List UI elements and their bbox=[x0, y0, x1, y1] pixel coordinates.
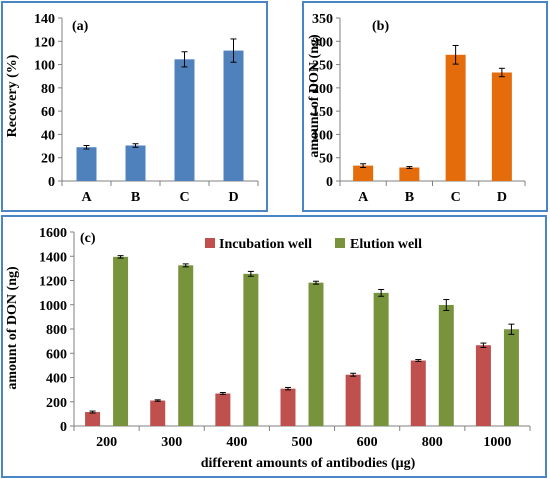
y-tick-label: 100 bbox=[34, 59, 55, 74]
y-tick-label: 300 bbox=[312, 35, 333, 50]
bar bbox=[178, 265, 194, 426]
y-tick-label: 200 bbox=[46, 396, 67, 411]
panel-b: (b) amount of DON (ng) 0 50 100 150 200 250 30… bbox=[302, 1, 548, 212]
y-tick-label: 350 bbox=[312, 12, 333, 27]
bar bbox=[150, 400, 166, 426]
x-tick-label: B bbox=[131, 190, 140, 205]
x-tick-label: A bbox=[81, 190, 92, 205]
legend: Incubation well Elution well bbox=[205, 237, 422, 252]
panel-a: (a) Recovery (%) 0 20 40 60 80 100 120 140 A B C D bbox=[1, 1, 268, 212]
panel-a-ylabel: Recovery (%) bbox=[5, 54, 20, 137]
bar bbox=[113, 256, 129, 426]
y-tick-label: 80 bbox=[41, 82, 55, 97]
panel-c-plot: 0 200 400 600 800 1000 1200 1400 1600 200 300 400 50… bbox=[39, 226, 531, 450]
bar bbox=[410, 360, 426, 426]
bar bbox=[174, 59, 195, 182]
bar bbox=[223, 50, 244, 181]
y-tick-label: 0 bbox=[326, 175, 333, 190]
bar bbox=[491, 72, 512, 181]
y-tick-label: 50 bbox=[319, 152, 333, 167]
x-tick-label: 500 bbox=[292, 435, 313, 450]
bar bbox=[125, 145, 146, 181]
y-tick-label: 100 bbox=[312, 128, 333, 143]
panel-b-plot: 0 50 100 150 200 250 300 350 A B C D bbox=[312, 12, 526, 205]
y-tick-label: 800 bbox=[46, 323, 67, 338]
y-tick-label: 1000 bbox=[39, 299, 67, 314]
y-tick-label: 60 bbox=[41, 105, 55, 120]
y-tick-label: 20 bbox=[41, 152, 55, 167]
panel-c-ylabel: amount of DON (ng) bbox=[5, 266, 20, 390]
bar bbox=[353, 165, 374, 181]
x-tick-label: 800 bbox=[422, 435, 443, 450]
y-tick-label: 140 bbox=[34, 12, 55, 27]
x-tick-label: B bbox=[405, 190, 414, 205]
bar bbox=[475, 345, 491, 426]
x-tick-label: 200 bbox=[96, 435, 117, 450]
bar bbox=[438, 304, 454, 426]
y-tick-label: 200 bbox=[312, 82, 333, 97]
y-tick-label: 400 bbox=[46, 372, 67, 387]
x-tick-label: C bbox=[179, 190, 189, 205]
y-tick-label: 1400 bbox=[39, 250, 67, 265]
legend-swatch-incubation bbox=[205, 238, 215, 248]
bar bbox=[373, 292, 389, 426]
bar bbox=[345, 374, 361, 426]
panel-b-ylabel: amount of DON (ng) bbox=[307, 34, 322, 158]
panel-c-label: (c) bbox=[80, 231, 96, 246]
panel-c: (c) amount of DON (ng) different amounts… bbox=[1, 215, 547, 478]
bar bbox=[308, 282, 324, 426]
bar bbox=[399, 167, 420, 181]
y-tick-label: 1600 bbox=[39, 226, 67, 241]
x-tick-label: 1000 bbox=[483, 435, 511, 450]
panel-c-xlabel: different amounts of antibodies (μg) bbox=[201, 456, 416, 471]
y-tick-label: 120 bbox=[34, 35, 55, 50]
x-tick-label: D bbox=[228, 190, 238, 205]
x-tick-label: D bbox=[497, 190, 507, 205]
x-tick-label: 400 bbox=[226, 435, 247, 450]
panel-a-label: (a) bbox=[72, 19, 89, 34]
bar bbox=[503, 329, 519, 426]
x-tick-label: 300 bbox=[161, 435, 182, 450]
bar bbox=[85, 412, 101, 426]
legend-swatch-elution bbox=[335, 238, 345, 248]
panel-c-border bbox=[1, 215, 547, 478]
y-tick-label: 1200 bbox=[39, 275, 67, 290]
x-tick-label: A bbox=[358, 190, 369, 205]
bar bbox=[215, 393, 231, 426]
y-tick-label: 150 bbox=[312, 105, 333, 120]
bar bbox=[280, 388, 296, 426]
y-tick-label: 0 bbox=[60, 420, 67, 435]
bar bbox=[76, 147, 97, 181]
panel-b-label: (b) bbox=[372, 19, 389, 34]
panel-a-plot: 0 20 40 60 80 100 120 140 A B C D bbox=[34, 12, 259, 205]
legend-label-incubation: Incubation well bbox=[219, 237, 312, 252]
y-tick-label: 250 bbox=[312, 59, 333, 74]
bar bbox=[243, 273, 259, 426]
x-tick-label: 600 bbox=[357, 435, 378, 450]
y-tick-label: 600 bbox=[46, 347, 67, 362]
y-tick-label: 40 bbox=[41, 128, 55, 143]
legend-label-elution: Elution well bbox=[350, 237, 422, 252]
y-tick-label: 0 bbox=[48, 175, 55, 190]
x-tick-label: C bbox=[451, 190, 461, 205]
bar bbox=[445, 54, 466, 181]
